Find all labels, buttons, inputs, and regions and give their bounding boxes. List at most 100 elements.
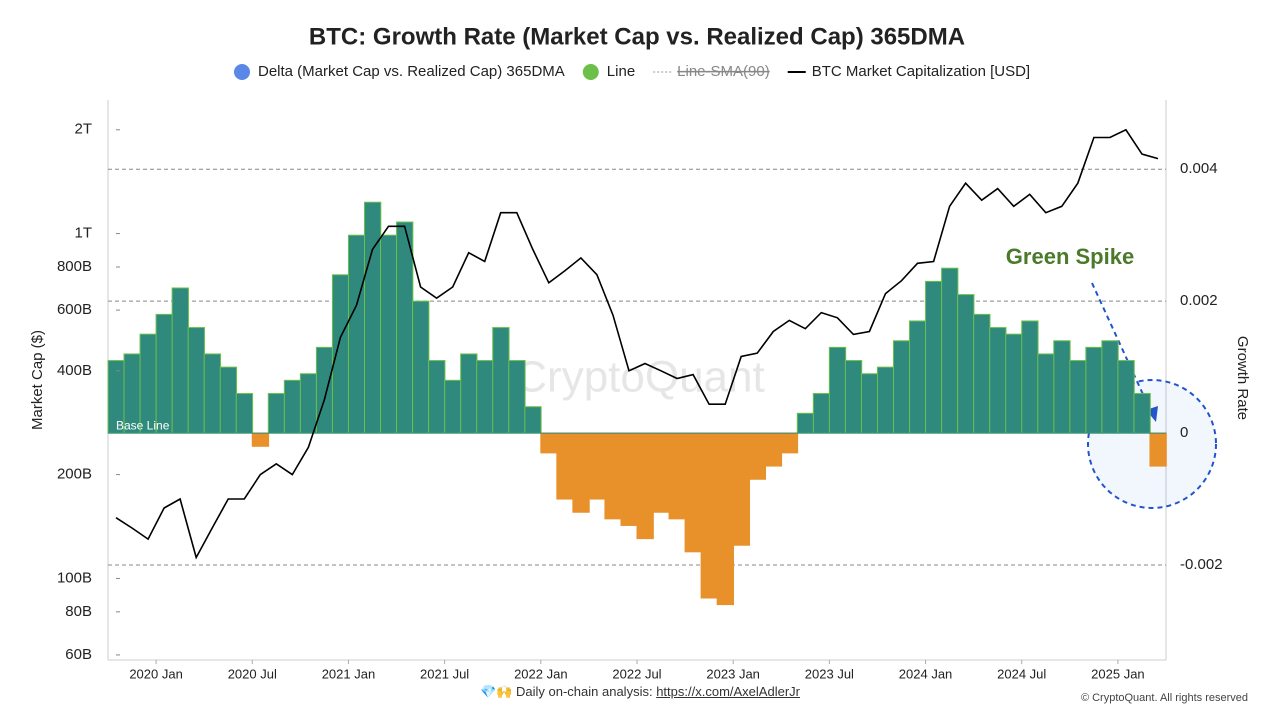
- x-tick-label: 2024 Jul: [997, 666, 1046, 681]
- bar: [620, 432, 638, 526]
- bar: [684, 432, 702, 553]
- bar: [171, 287, 189, 434]
- bar: [1149, 432, 1167, 467]
- legend-label: Delta (Market Cap vs. Realized Cap) 365D…: [258, 63, 565, 80]
- bar: [780, 432, 799, 454]
- bar: [1117, 360, 1135, 434]
- bar: [219, 366, 238, 434]
- bar: [1053, 340, 1071, 434]
- y2-tick-label: -0.002: [1180, 556, 1223, 573]
- copyright: © CryptoQuant. All rights reserved: [1080, 692, 1248, 704]
- legend-label: Line-SMA(90): [677, 63, 770, 80]
- y-tick-label: 600B: [57, 301, 92, 318]
- bar: [764, 432, 783, 467]
- arrow: [1091, 282, 1153, 415]
- y2-axis-label: Growth Rate: [1234, 336, 1251, 420]
- annotation: Green Spike: [1006, 244, 1134, 269]
- bar: [909, 320, 927, 434]
- plot: Base Line: [107, 128, 1167, 606]
- x-tick-label: 2023 Jul: [805, 666, 854, 681]
- bar: [636, 432, 654, 540]
- bar: [1069, 360, 1087, 434]
- bar: [508, 360, 526, 434]
- bar: [380, 234, 398, 434]
- bar: [283, 379, 302, 434]
- y-axis-label: Market Cap ($): [29, 330, 46, 430]
- x-tick-label: 2020 Jul: [228, 666, 277, 681]
- bar: [796, 412, 815, 434]
- bar: [588, 432, 606, 500]
- y-tick-label: 80B: [65, 603, 92, 620]
- bar: [860, 373, 879, 434]
- legend-swatch: [582, 64, 599, 80]
- bar: [492, 327, 510, 434]
- bar: [941, 267, 959, 434]
- x-tick-label: 2022 Jan: [514, 666, 568, 681]
- bar: [1005, 333, 1023, 434]
- bar: [668, 432, 686, 520]
- bar: [876, 366, 895, 434]
- x-tick-label: 2025 Jan: [1091, 666, 1145, 681]
- legend-label: BTC Market Capitalization [USD]: [812, 63, 1030, 80]
- x-tick-label: 2021 Jan: [322, 666, 376, 681]
- bar: [267, 393, 286, 434]
- y-tick-label: 200B: [57, 466, 92, 483]
- bar: [235, 393, 254, 434]
- bar: [1037, 353, 1055, 434]
- bar: [363, 201, 382, 434]
- bar: [989, 327, 1007, 434]
- y-tick-label: 1T: [74, 225, 92, 242]
- x-tick-label: 2024 Jan: [899, 666, 953, 681]
- bar: [732, 432, 751, 546]
- line: [115, 128, 1159, 560]
- y2-tick-label: 0.004: [1180, 160, 1218, 177]
- bar: [444, 379, 462, 434]
- x-tick-label: 2020 Jan: [129, 666, 183, 681]
- bar: [396, 221, 414, 434]
- legend-swatch: [234, 64, 250, 80]
- y2-tick-label: 0: [1180, 424, 1188, 441]
- y2-tick-label: 0.002: [1180, 292, 1218, 309]
- footer-link[interactable]: https://x.com/AxelAdlerJr: [656, 684, 800, 699]
- bar: [892, 340, 911, 434]
- bar: [315, 346, 334, 434]
- bar: [716, 432, 734, 606]
- bar: [347, 234, 366, 434]
- bar: [812, 393, 831, 434]
- x-tick-label: 2023 Jan: [706, 666, 760, 681]
- y-tick-label: 2T: [74, 121, 92, 138]
- bar: [524, 406, 542, 434]
- bar: [828, 346, 847, 434]
- legend-label: Line: [607, 63, 635, 80]
- footer-text: 💎🙌 Daily on-chain analysis:: [480, 684, 653, 699]
- bar: [844, 360, 863, 434]
- bar: [556, 432, 574, 500]
- x-tick-label: 2022 Jul: [612, 666, 661, 681]
- bar: [1133, 393, 1151, 434]
- bar: [957, 294, 975, 434]
- bar: [1101, 340, 1119, 434]
- bar: [187, 327, 205, 434]
- bar: [748, 432, 767, 480]
- bar: [251, 432, 270, 447]
- base-line-label: Base Line: [116, 418, 170, 432]
- watermark: CryptoQuant: [515, 353, 764, 402]
- y-tick-label: 100B: [57, 569, 92, 586]
- footer: 💎🙌 Daily on-chain analysis: https://x.co…: [0, 684, 1280, 700]
- bar: [428, 360, 446, 434]
- y-tick-label: 800B: [57, 258, 92, 275]
- bar: [700, 432, 718, 599]
- bar: [1085, 346, 1103, 434]
- legend: Delta (Market Cap vs. Realized Cap) 365D…: [234, 63, 1030, 80]
- bar: [540, 432, 558, 454]
- bar: [572, 432, 590, 513]
- bar: [331, 274, 350, 434]
- bar: [155, 313, 173, 434]
- bar: [973, 313, 991, 434]
- y-tick-label: 60B: [65, 646, 92, 663]
- bar: [1021, 320, 1039, 434]
- bar: [203, 353, 222, 434]
- bar: [652, 432, 670, 513]
